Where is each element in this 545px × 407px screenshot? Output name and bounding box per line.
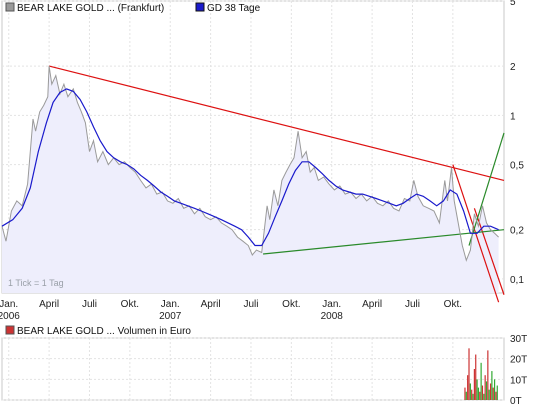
volume-bar bbox=[492, 387, 494, 400]
x-tick-label: April bbox=[201, 299, 221, 310]
volume-bar bbox=[475, 354, 477, 400]
x-tick-label: Okt. bbox=[444, 299, 462, 310]
volume-panel bbox=[1, 337, 505, 401]
legend-label-price: BEAR LAKE GOLD ... (Frankfurt) bbox=[17, 3, 164, 14]
volume-y-tick-label: 10T bbox=[510, 375, 527, 386]
volume-bar bbox=[484, 375, 486, 400]
volume-bars bbox=[464, 348, 498, 400]
y-tick-label: 5 bbox=[510, 0, 516, 8]
y-tick-label: 0,2 bbox=[510, 226, 524, 237]
volume-bar bbox=[476, 379, 478, 400]
x-tick-label: Juli bbox=[405, 299, 420, 310]
price-area-fill bbox=[2, 66, 499, 293]
y-tick-label: 0,5 bbox=[510, 161, 524, 172]
price-y-axis-ticks: 5 2 1 0,5 0,2 0,1 bbox=[510, 0, 524, 286]
volume-bar bbox=[487, 350, 489, 400]
volume-bar bbox=[480, 362, 482, 400]
volume-y-tick-label: 30T bbox=[510, 334, 527, 345]
legend-label-volume: BEAR LAKE GOLD ... Volumen in Euro bbox=[17, 326, 191, 337]
volume-y-tick-label: 20T bbox=[510, 355, 527, 366]
trendline bbox=[468, 132, 505, 246]
trendline bbox=[48, 65, 505, 182]
x-tick-label: Okt. bbox=[282, 299, 300, 310]
x-tick-label: Jan. bbox=[161, 299, 180, 310]
y-tick-label: 1 bbox=[510, 111, 516, 122]
volume-bar bbox=[464, 387, 466, 400]
volume-bar bbox=[485, 381, 488, 400]
x-tick-year: 2008 bbox=[321, 311, 344, 322]
y-tick-label: 2 bbox=[510, 62, 516, 73]
x-tick-year: 2007 bbox=[159, 311, 182, 322]
volume-bar bbox=[491, 371, 493, 400]
volume-bar bbox=[496, 385, 498, 400]
volume-bar bbox=[479, 391, 481, 400]
volume-bar bbox=[467, 375, 469, 400]
volume-y-tick-label: 0T bbox=[510, 396, 522, 407]
volume-bar bbox=[495, 391, 497, 400]
x-tick-label: Okt. bbox=[121, 299, 139, 310]
x-tick-label: April bbox=[39, 299, 59, 310]
x-tick-label: Jan. bbox=[0, 299, 18, 310]
volume-bar bbox=[472, 393, 474, 400]
trendline bbox=[263, 229, 505, 255]
legend-swatch-volume bbox=[5, 325, 15, 335]
volume-bar bbox=[489, 383, 492, 400]
volume-bar bbox=[468, 348, 470, 400]
volume-bar bbox=[481, 385, 484, 400]
x-tick-year: 2006 bbox=[0, 311, 20, 322]
volume-bar bbox=[465, 391, 467, 400]
x-tick-label: Jan. bbox=[322, 299, 341, 310]
y-tick-label: 0,1 bbox=[510, 275, 524, 286]
volume-bar bbox=[488, 389, 490, 400]
volume-bar bbox=[469, 383, 471, 400]
price-series-line bbox=[1, 66, 499, 262]
x-tick-label: Juli bbox=[82, 299, 97, 310]
legend-swatch-ma bbox=[195, 2, 205, 12]
legend-label-ma: GD 38 Tage bbox=[207, 3, 261, 14]
x-tick-label: Juli bbox=[243, 299, 258, 310]
moving-average-line bbox=[1, 88, 499, 247]
volume-bar bbox=[471, 389, 473, 400]
volume-bar bbox=[477, 387, 480, 400]
volume-bar bbox=[473, 369, 475, 400]
volume-bar bbox=[493, 379, 496, 400]
volume-y-axis-ticks: 30T 20T 10T 0T bbox=[510, 334, 527, 407]
x-tick-label: April bbox=[362, 299, 382, 310]
legend-swatch-price bbox=[5, 2, 15, 12]
volume-bar bbox=[483, 393, 485, 400]
tick-note: 1 Tick = 1 Tag bbox=[8, 278, 64, 288]
